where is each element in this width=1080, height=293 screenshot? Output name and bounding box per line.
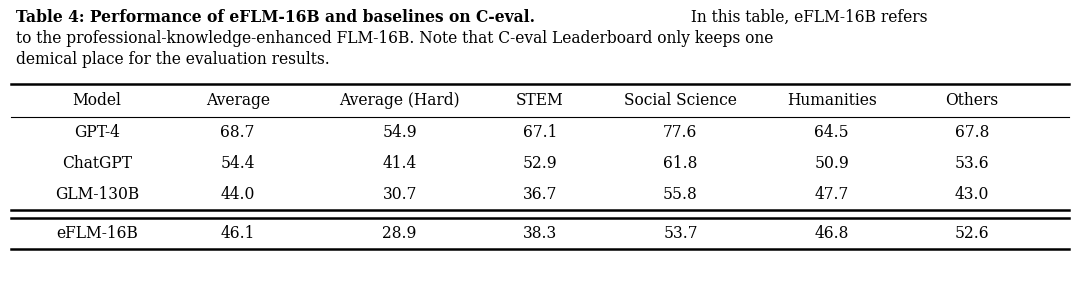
Text: GLM-130B: GLM-130B <box>55 186 139 203</box>
Text: 54.4: 54.4 <box>220 155 255 172</box>
Text: 52.6: 52.6 <box>955 225 989 242</box>
Text: 53.7: 53.7 <box>663 225 698 242</box>
Text: 46.1: 46.1 <box>220 225 255 242</box>
Text: 67.8: 67.8 <box>955 124 989 141</box>
Text: Social Science: Social Science <box>624 92 737 109</box>
Text: 50.9: 50.9 <box>814 155 849 172</box>
Text: 55.8: 55.8 <box>663 186 698 203</box>
Text: 46.8: 46.8 <box>814 225 849 242</box>
Text: Humanities: Humanities <box>786 92 877 109</box>
Text: 77.6: 77.6 <box>663 124 698 141</box>
Text: 47.7: 47.7 <box>814 186 849 203</box>
Text: 30.7: 30.7 <box>382 186 417 203</box>
Text: demical place for the evaluation results.: demical place for the evaluation results… <box>16 51 330 68</box>
Text: 54.9: 54.9 <box>382 124 417 141</box>
Text: Average: Average <box>205 92 270 109</box>
Text: 41.4: 41.4 <box>382 155 417 172</box>
Text: eFLM-16B: eFLM-16B <box>56 225 138 242</box>
Text: GPT-4: GPT-4 <box>75 124 120 141</box>
Text: 52.9: 52.9 <box>523 155 557 172</box>
Text: 68.7: 68.7 <box>220 124 255 141</box>
Text: 44.0: 44.0 <box>220 186 255 203</box>
Text: Others: Others <box>945 92 999 109</box>
Text: 43.0: 43.0 <box>955 186 989 203</box>
Text: to the professional-knowledge-enhanced FLM-16B. Note that C-eval Leaderboard onl: to the professional-knowledge-enhanced F… <box>16 30 773 47</box>
Text: Table 4: Performance of eFLM-16B and baselines on C-eval.: Table 4: Performance of eFLM-16B and bas… <box>16 9 536 26</box>
Text: 38.3: 38.3 <box>523 225 557 242</box>
Text: 61.8: 61.8 <box>663 155 698 172</box>
Text: 28.9: 28.9 <box>382 225 417 242</box>
Text: Model: Model <box>72 92 122 109</box>
Text: 67.1: 67.1 <box>523 124 557 141</box>
Text: STEM: STEM <box>516 92 564 109</box>
Text: Average (Hard): Average (Hard) <box>339 92 460 109</box>
Text: In this table, eFLM-16B refers: In this table, eFLM-16B refers <box>686 9 928 26</box>
Text: 36.7: 36.7 <box>523 186 557 203</box>
Text: 64.5: 64.5 <box>814 124 849 141</box>
Text: ChatGPT: ChatGPT <box>63 155 132 172</box>
Text: 53.6: 53.6 <box>955 155 989 172</box>
